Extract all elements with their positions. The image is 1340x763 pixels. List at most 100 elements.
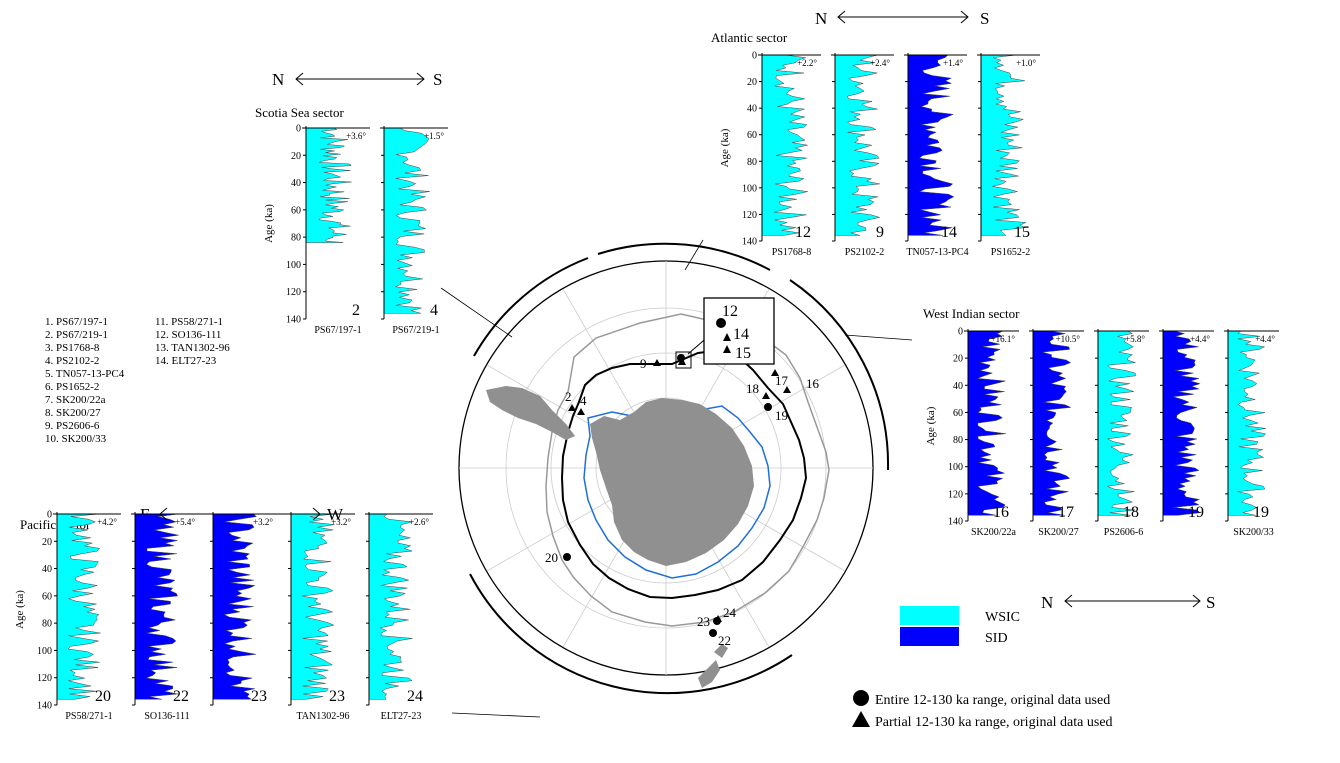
core-name: PS1652-2 bbox=[991, 247, 1030, 258]
map-label-24: 24 bbox=[723, 605, 737, 620]
core-delta-label: +2.4° bbox=[870, 58, 890, 68]
record-profile-indian0 bbox=[967, 330, 1007, 516]
site-list: 1. PS67/197-12. PS67/219-13. PS1768-84. … bbox=[45, 316, 230, 445]
panel-pacific: Pacific sector E W Age (ka)0204060801001… bbox=[14, 505, 433, 722]
core-delta-label: +2.2° bbox=[797, 58, 817, 68]
core-name: TAN1302-96 bbox=[296, 711, 349, 722]
core-site-number: 23 bbox=[251, 688, 267, 705]
core-site-number: 9 bbox=[876, 224, 884, 241]
site-marker-19 bbox=[764, 403, 772, 411]
pacific-ytick: 140 bbox=[37, 701, 52, 712]
atlantic-ytick: 40 bbox=[747, 104, 757, 115]
core-name: PS2606-6 bbox=[1104, 527, 1143, 538]
core-name: PS1768-8 bbox=[772, 247, 811, 258]
map-label-9: 9 bbox=[640, 356, 647, 371]
scotia-title: Scotia Sea sector bbox=[255, 105, 344, 120]
indian-core-plot: +4.4° 19 SK200/33 bbox=[1224, 329, 1279, 538]
record-profile-atlantic0 bbox=[761, 54, 808, 236]
legend-sid-label: SID bbox=[985, 631, 1008, 646]
core-site-number: 19 bbox=[1188, 504, 1204, 521]
panel-atlantic: Atlantic sector N S Age (ka) 0 20 40 60 80 100… bbox=[711, 9, 1040, 258]
indian-ytick: 80 bbox=[953, 435, 963, 446]
map-label-19: 19 bbox=[775, 408, 788, 423]
map-label-17: 17 bbox=[775, 373, 789, 388]
antarctica bbox=[590, 398, 754, 566]
pacific-core-plot: +5.4° 22 SO136-111 bbox=[131, 512, 199, 722]
site-list-item: 6. PS1652-2 bbox=[45, 381, 99, 393]
arc-scotia bbox=[473, 257, 589, 357]
legend-circle-label: Entire 12-130 ka range, original data us… bbox=[875, 693, 1110, 708]
atlantic-core-plot: +2.4° 9 PS2102-2 bbox=[831, 53, 894, 258]
connector-indian bbox=[844, 334, 913, 341]
core-delta-label: +5.4° bbox=[175, 517, 195, 527]
legend-wsic-label: WSIC bbox=[985, 610, 1020, 625]
atlantic-ytick: 100 bbox=[742, 183, 757, 194]
core-site-number: 20 bbox=[95, 688, 111, 705]
zoom-box bbox=[703, 297, 775, 365]
connector-scotia bbox=[440, 287, 513, 338]
atlantic-dir-left: N bbox=[815, 9, 827, 28]
scotia-ytick: 120 bbox=[286, 287, 301, 298]
map-label-22: 22 bbox=[718, 633, 731, 648]
site-marker-17 bbox=[783, 386, 791, 393]
record-profile-pacific3 bbox=[290, 513, 335, 700]
core-delta-label: +16.1° bbox=[991, 334, 1016, 344]
direction-arrows bbox=[159, 10, 1201, 608]
indian-core-plot: +4.4° 19 bbox=[1159, 329, 1214, 522]
new-zealand-north bbox=[714, 644, 728, 658]
panel-west-indian: West Indian sector N S Age (ka) 0 20 40 60 80… bbox=[923, 306, 1279, 612]
core-site-number: 12 bbox=[795, 224, 811, 241]
core-site-number: 2 bbox=[352, 302, 360, 319]
pacific-core-plot: +4.2° 20 PS58/271-1 bbox=[53, 512, 121, 722]
arc-pacific bbox=[469, 573, 793, 695]
map-label-18: 18 bbox=[746, 381, 759, 396]
site-list-item: 9. PS2606-6 bbox=[45, 420, 100, 432]
map-label-20: 20 bbox=[545, 550, 558, 565]
map-label-23: 23 bbox=[697, 614, 710, 629]
indian-core-plot: +5.8° 18 PS2606-6 bbox=[1094, 329, 1149, 538]
site-list-item: 11. PS58/271-1 bbox=[155, 316, 223, 328]
site-marker-14 bbox=[723, 333, 731, 341]
map-label-2: 2 bbox=[565, 389, 572, 404]
scotia-core-plot: +1.5° 4 PS67/219-1 bbox=[380, 126, 448, 336]
scotia-ytick: 80 bbox=[291, 233, 301, 244]
indian-core-plot: +10.5° 17 SK200/27 bbox=[1029, 329, 1084, 538]
site-list-item: 8. SK200/27 bbox=[45, 407, 101, 419]
core-site-number: 18 bbox=[1123, 504, 1139, 521]
core-site-number: 17 bbox=[1058, 504, 1074, 521]
legend-wsic-swatch bbox=[900, 606, 959, 625]
antarctic-map: 9 2 4 12 14 15 17 16 18 19 20 23 24 22 bbox=[458, 260, 874, 688]
site-list-item: 10. SK200/33 bbox=[45, 433, 107, 445]
indian-ytick: 140 bbox=[948, 517, 963, 528]
pacific-ytick: 80 bbox=[42, 619, 52, 630]
site-list-col1: 1. PS67/197-12. PS67/219-13. PS1768-84. … bbox=[45, 316, 125, 445]
pacific-core-plot: +3.2° 23 TAN1302-96 bbox=[287, 512, 355, 722]
indian-dir-left: N bbox=[1041, 593, 1053, 612]
legend-sid-swatch bbox=[900, 627, 959, 646]
atlantic-title: Atlantic sector bbox=[711, 30, 788, 45]
site-marker-24 bbox=[714, 615, 722, 622]
panel-scotia-sea: Scotia Sea sector N S Age (ka) 0 20 40 60 80 1… bbox=[255, 70, 448, 336]
core-delta-label: +3.2° bbox=[253, 517, 273, 527]
pacific-arrow bbox=[159, 507, 321, 521]
record-profile-pacific1 bbox=[134, 513, 179, 700]
indian-ytick: 0 bbox=[958, 327, 963, 338]
scotia-ytick: 140 bbox=[286, 315, 301, 326]
scotia-arrow bbox=[295, 72, 425, 86]
scotia-ytick: 60 bbox=[291, 205, 301, 216]
scotia-ytick: 0 bbox=[296, 124, 301, 135]
atlantic-ytick: 60 bbox=[747, 130, 757, 141]
record-profile-pacific4 bbox=[368, 513, 413, 700]
indian-ytick: 120 bbox=[948, 489, 963, 500]
scotia-core-plot: +3.6° 2 PS67/197-1 bbox=[302, 126, 370, 336]
pacific-ytick: 20 bbox=[42, 537, 52, 548]
site-marker-18 bbox=[762, 392, 770, 399]
scotia-ytick: 100 bbox=[286, 260, 301, 271]
site-list-item: 2. PS67/219-1 bbox=[45, 329, 108, 341]
atlantic-ytick: 20 bbox=[747, 77, 757, 88]
core-name: PS67/219-1 bbox=[392, 325, 439, 336]
atlantic-core-plot: +2.2° 12 PS1768-8 bbox=[758, 53, 821, 258]
core-site-number: 15 bbox=[1014, 224, 1030, 241]
core-delta-label: +1.5° bbox=[424, 131, 444, 141]
pacific-age-label: Age (ka) bbox=[14, 590, 26, 629]
